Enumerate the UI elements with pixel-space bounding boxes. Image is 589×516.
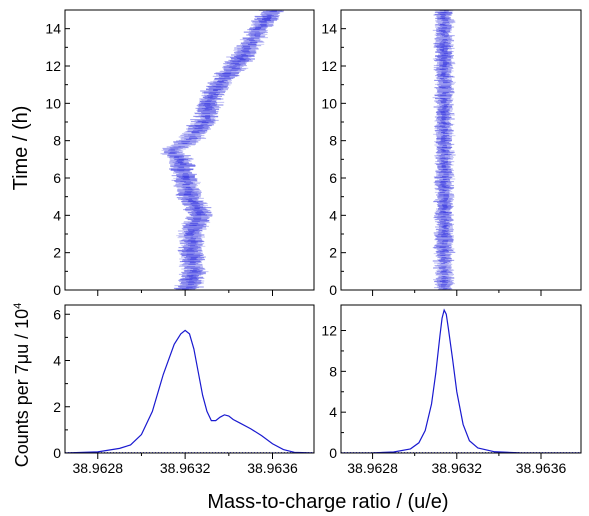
plot-area (65, 329, 314, 453)
panel-bottom-left: 0 2 4 6 38.9628 38.9632 38.9636 (53, 304, 315, 476)
y-tick-label: 2 (329, 245, 337, 261)
series-line (65, 329, 314, 453)
y-tick-label: 14 (321, 21, 337, 37)
y-tick-label: 12 (45, 58, 61, 74)
y-tick-label: 0 (53, 445, 61, 461)
y-tick-label: 4 (53, 207, 61, 223)
plot-area (160, 10, 285, 290)
y-tick-label: 8 (53, 133, 61, 149)
y-tick-label: 8 (329, 363, 337, 379)
panel-top-left: 0 2 4 6 8 10 12 14 (45, 9, 315, 298)
y-axis-label-counts-exponent: 4 (12, 303, 24, 309)
y-tick-label: 2 (53, 245, 61, 261)
y-tick-label: 8 (329, 133, 337, 149)
plot-area (341, 308, 581, 453)
x-tick-label: 38.9636 (247, 460, 298, 476)
axes-frame (340, 304, 582, 454)
x-tick-label: 38.9632 (431, 460, 482, 476)
y-axis-label-time: Time / (h) (10, 106, 32, 191)
y-tick-label: 0 (53, 282, 61, 298)
y-axis-label-counts-text: Counts per 7μu / 10 (12, 309, 32, 467)
y-tick-label: 12 (321, 323, 337, 339)
axes-frame (340, 9, 582, 291)
axes-frame (64, 304, 315, 454)
y-axis-label-counts: Counts per 7μu / 104 (12, 303, 32, 468)
x-tick-label: 38.9632 (160, 460, 211, 476)
panel-bottom-right: 0 4 8 12 38.9628 38.9632 38.9636 (321, 304, 582, 476)
y-tick-label: 4 (329, 404, 337, 420)
y-tick-label: 14 (45, 21, 61, 37)
y-tick-label: 6 (329, 170, 337, 186)
panel-top-right: 0 2 4 6 8 10 12 14 (321, 9, 582, 298)
x-tick-label: 38.9628 (72, 460, 123, 476)
y-tick-label: 10 (321, 95, 337, 111)
y-tick-label: 10 (45, 95, 61, 111)
plot-area (432, 10, 456, 290)
series-line (341, 308, 581, 453)
y-tick-label: 0 (329, 445, 337, 461)
y-tick-label: 4 (329, 207, 337, 223)
x-tick-label: 38.9628 (347, 460, 398, 476)
y-tick-label: 6 (53, 306, 61, 322)
axes-frame (64, 9, 315, 291)
y-tick-label: 4 (53, 353, 61, 369)
y-tick-label: 12 (321, 58, 337, 74)
x-axis-label: Mass-to-charge ratio / (u/e) (207, 491, 448, 513)
x-tick-label: 38.9636 (516, 460, 567, 476)
y-tick-label: 2 (53, 399, 61, 415)
y-tick-label: 6 (53, 170, 61, 186)
y-tick-label: 0 (329, 282, 337, 298)
